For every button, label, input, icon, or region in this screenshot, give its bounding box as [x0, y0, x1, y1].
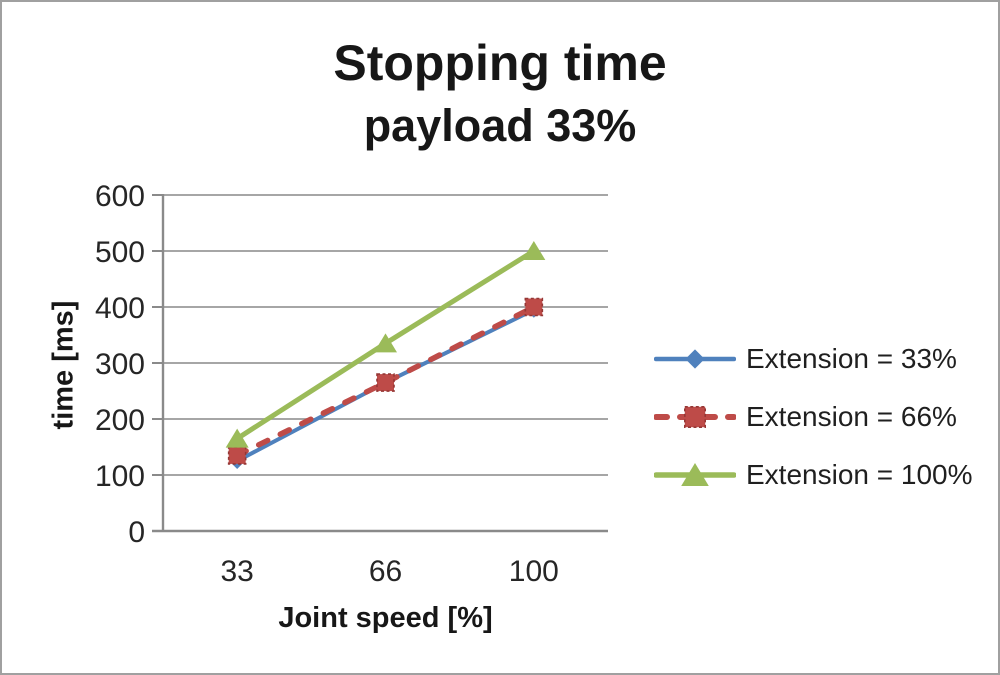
x-tick-label: 100 [509, 555, 559, 588]
chart-subtitle: payload 33% [363, 100, 637, 151]
y-tick-label: 100 [95, 460, 145, 493]
legend-swatch-extension-100 [654, 463, 736, 486]
x-tick-label: 33 [220, 555, 253, 588]
data-point-marker [683, 406, 706, 428]
data-point-marker [522, 241, 546, 260]
y-tick-label: 0 [128, 516, 145, 549]
legend-label: Extension = 33% [746, 343, 957, 374]
legend-label: Extension = 66% [746, 401, 957, 432]
y-tick-label: 300 [95, 348, 145, 381]
y-tick-label: 600 [95, 180, 145, 213]
legend-swatch-extension-33 [654, 349, 736, 369]
x-tick-label: 66 [369, 555, 402, 588]
legend-swatch-extension-66 [654, 406, 736, 428]
data-point-marker [681, 463, 709, 486]
data-point-marker [374, 333, 397, 353]
data-point-marker [225, 428, 249, 448]
series-line-1 [234, 304, 537, 459]
y-tick-label: 500 [95, 236, 145, 269]
x-axis-title: Joint speed [%] [278, 602, 493, 634]
chart-title: Stopping time [333, 35, 667, 91]
y-axis-title: time [ms] [47, 300, 80, 430]
legend-item: Extension = 100% [654, 452, 973, 498]
data-point-marker [227, 446, 247, 465]
y-tick-label: 400 [95, 292, 145, 325]
legend-label: Extension = 100% [746, 459, 973, 490]
legend-item: Extension = 33% [654, 336, 973, 382]
y-tick-label: 200 [95, 404, 145, 437]
data-point-marker [524, 297, 544, 317]
legend-item: Extension = 66% [654, 394, 973, 440]
data-point-marker [685, 349, 705, 369]
legend: Extension = 33% Extension = 66% Extensio… [654, 336, 973, 498]
data-point-marker [376, 373, 395, 392]
